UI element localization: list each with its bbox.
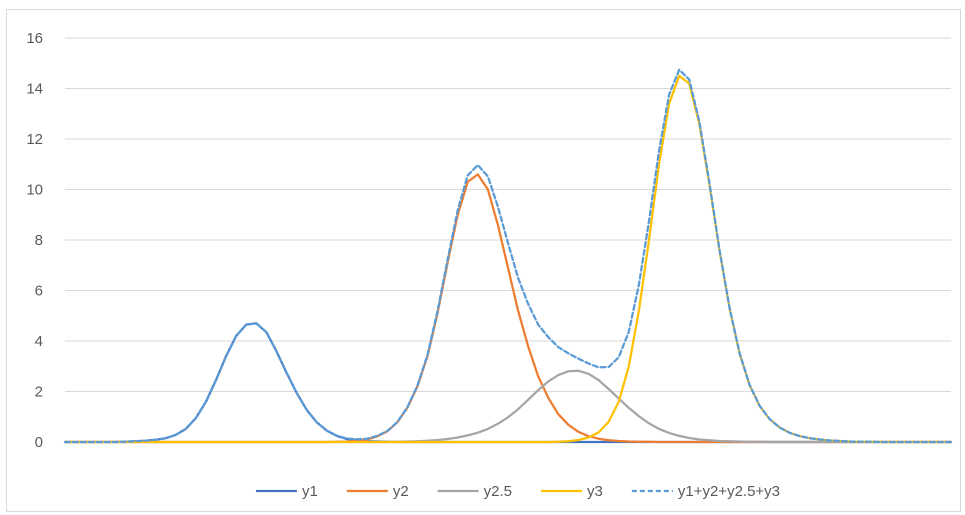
y-tick-label: 10 xyxy=(26,182,43,199)
legend-item-5: y1+y2+y2.5+y3 xyxy=(631,483,780,500)
gridlines xyxy=(65,37,951,392)
series-lines xyxy=(63,68,953,444)
legend-label: y1 xyxy=(302,483,318,500)
y-tick-label: 12 xyxy=(26,131,43,148)
y-tick-label: 14 xyxy=(26,81,43,98)
legend-item-4: y3 xyxy=(541,483,603,500)
series-line-5 xyxy=(63,68,953,444)
legend-label: y3 xyxy=(587,483,603,500)
chart-area: 0 2 4 6 8 10 12 14 16 y1 y2 y2.5 y3 y1+y2+y2.5+y3 xyxy=(6,9,961,512)
y-tick-label: 0 xyxy=(35,434,43,451)
legend-label: y1+y2+y2.5+y3 xyxy=(678,483,780,500)
series-line-4 xyxy=(63,74,953,444)
legend: y1 y2 y2.5 y3 y1+y2+y2.5+y3 xyxy=(255,483,780,500)
y-tick-label: 2 xyxy=(35,384,43,401)
line-chart: 0 2 4 6 8 10 12 14 16 y1 y2 y2.5 y3 y1+y2+y2.5+y3 xyxy=(26,30,953,500)
legend-item-2: y2 xyxy=(346,483,409,500)
series-line-2 xyxy=(63,173,953,444)
legend-label: y2 xyxy=(393,483,409,500)
legend-item-1: y1 xyxy=(255,483,318,500)
y-axis-tick-labels: 0 2 4 6 8 10 12 14 16 xyxy=(26,30,43,451)
series-line-3 xyxy=(63,369,953,444)
y-tick-label: 4 xyxy=(35,333,43,350)
y-tick-label: 6 xyxy=(35,283,43,300)
y-tick-label: 8 xyxy=(35,232,43,249)
legend-item-3: y2.5 xyxy=(437,483,512,500)
y-tick-label: 16 xyxy=(26,30,43,47)
legend-label: y2.5 xyxy=(484,483,512,500)
